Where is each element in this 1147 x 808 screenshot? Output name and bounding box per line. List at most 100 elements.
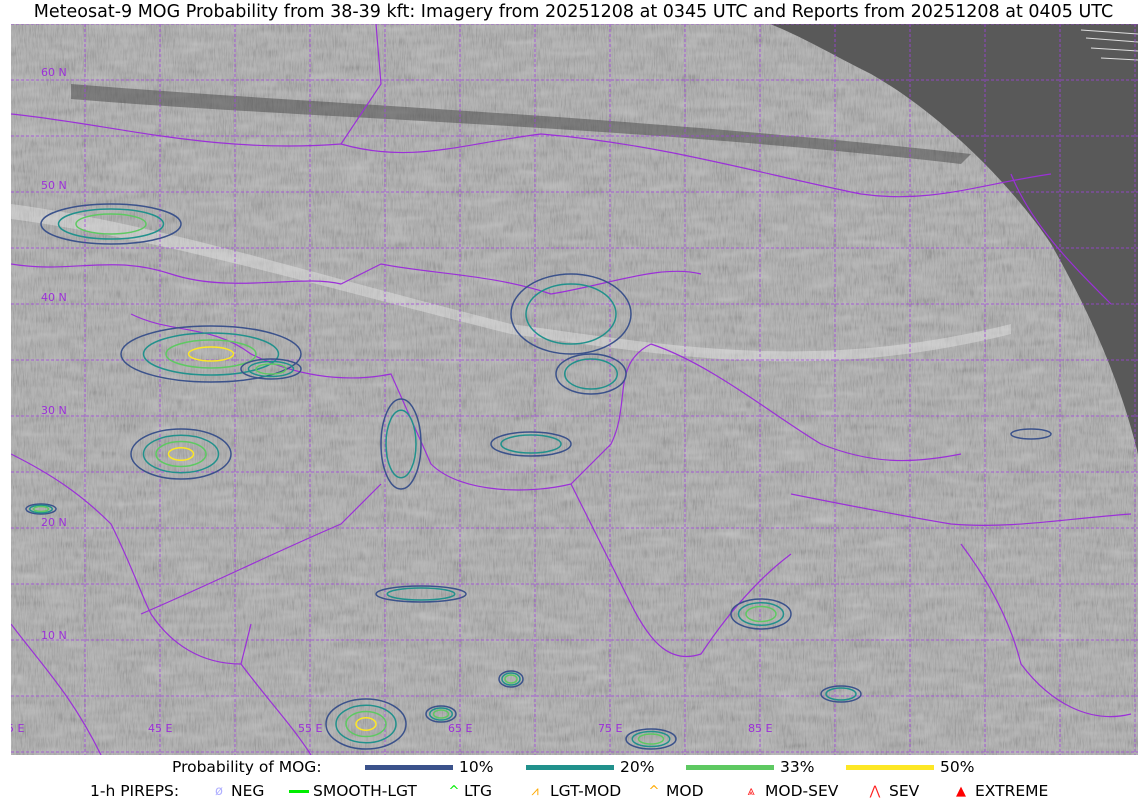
double-caret-icon: ⋀: [869, 783, 881, 799]
double-caret-bar-icon: ⩓: [747, 783, 755, 799]
mog-contour: [255, 363, 287, 375]
legend-item-33: 33%: [686, 756, 814, 778]
legend-item-sev: ⋀ SEV: [864, 780, 920, 802]
legend-item-10: 10%: [365, 756, 493, 778]
mog-contour: [167, 447, 195, 461]
mog-contour: [247, 360, 295, 378]
legend-text: EXTREME: [975, 782, 1049, 800]
dash-icon: [288, 784, 310, 799]
mog-contour: [165, 339, 257, 369]
mog-contour: [737, 602, 785, 626]
legend-text: LTG: [464, 782, 492, 800]
lat-label: 60 N: [41, 66, 67, 79]
mog-contour: [240, 358, 302, 380]
lon-label: 75 E: [598, 722, 622, 735]
mog-contour: [375, 585, 467, 603]
satellite-map[interactable]: 60 N 50 N 40 N 30 N 20 N 10 N 35 E 45 E …: [11, 24, 1138, 755]
mog-contour: [510, 273, 632, 355]
null-circle-icon: ø: [215, 783, 223, 799]
lon-label: 85 E: [748, 722, 772, 735]
probability-legend: Probability of MOG: 10% 20% 33% 50%: [0, 756, 1147, 778]
mog-contour: [335, 704, 397, 744]
mog-contour: [432, 709, 450, 719]
legend-text: MOD-SEV: [765, 782, 839, 800]
mog-contour: [429, 707, 453, 721]
mog-contour: [500, 434, 562, 454]
mog-contour: [386, 587, 456, 601]
mog-probability-contours: [25, 203, 1052, 750]
mog-contour: [355, 717, 377, 731]
legend-item-mod: ^ MOD: [645, 780, 704, 802]
scanline-artifacts: [1080, 29, 1138, 61]
mog-contour: [29, 504, 53, 514]
lat-label: 20 N: [41, 516, 67, 529]
lat-label: 40 N: [41, 291, 67, 304]
mog-contour: [631, 730, 671, 748]
mog-contour: [142, 434, 220, 474]
map-title: Meteosat-9 MOG Probability from 38-39 kf…: [33, 2, 1114, 22]
caret-icon: ^: [448, 783, 460, 799]
mog-contour: [625, 728, 677, 750]
swatch-50: [846, 764, 934, 770]
mog-contour: [75, 213, 147, 235]
mog-contour: [730, 598, 792, 630]
mog-contour: [25, 503, 57, 515]
lon-label: 65 E: [448, 722, 472, 735]
cloud-band: [11, 204, 1011, 362]
lat-label: 50 N: [41, 179, 67, 192]
axis-labels: 60 N 50 N 40 N 30 N 20 N 10 N 35 E 45 E …: [11, 66, 772, 735]
legend-item-ltg: ^ LTG: [447, 780, 492, 802]
cloud-band: [71, 84, 971, 164]
mog-contour: [155, 440, 207, 468]
mog-contour: [40, 203, 182, 245]
legend-text: 20%: [620, 758, 655, 776]
caret-bar-icon: ⩘: [531, 783, 539, 799]
mog-contour: [825, 687, 857, 701]
mog-contour: [1010, 428, 1052, 440]
mog-contour: [325, 698, 407, 750]
legend-item-mod-sev: ⩓ MOD-SEV: [740, 780, 838, 802]
lat-label: 30 N: [41, 404, 67, 417]
mog-contour: [501, 672, 521, 686]
pireps-legend-label: 1-h PIREPS:: [90, 782, 180, 800]
legend-text: 33%: [780, 758, 815, 776]
legend-item-neg: ø NEG: [210, 780, 264, 802]
lon-label: 45 E: [148, 722, 172, 735]
legend-text: 10%: [459, 758, 494, 776]
mog-contour: [345, 710, 387, 738]
mog-contour: [120, 325, 302, 383]
mog-contour: [385, 409, 417, 479]
mog-contour: [637, 733, 665, 745]
legend-text: NEG: [231, 782, 265, 800]
mog-contour: [504, 674, 518, 684]
mog-contour: [498, 670, 524, 688]
country-borders: [11, 24, 1132, 755]
lon-label: 35 E: [11, 722, 24, 735]
caret-icon: ^: [648, 783, 660, 799]
swatch-10: [365, 764, 453, 770]
legend-item-50: 50%: [846, 756, 974, 778]
mog-contour: [820, 685, 862, 703]
legend-item-extreme: ▲ EXTREME: [950, 780, 1048, 802]
mog-contour: [32, 505, 50, 513]
filled-triangle-icon: ▲: [956, 783, 966, 799]
mog-contour: [745, 605, 777, 623]
off-disk-region: [770, 24, 1138, 454]
legend-text: MOD: [666, 782, 704, 800]
swatch-20: [526, 764, 614, 770]
lon-label: 55 E: [298, 722, 322, 735]
mog-contour: [130, 428, 232, 480]
legend-text: SMOOTH-LGT: [313, 782, 417, 800]
pireps-legend: 1-h PIREPS: ø NEG SMOOTH-LGT ^ LTG ⩘ LGT-MO…: [0, 780, 1147, 802]
mog-contour: [525, 283, 617, 345]
legend-item-lgt-mod: ⩘ LGT-MOD: [523, 780, 621, 802]
legend-text: 50%: [940, 758, 975, 776]
lat-label: 10 N: [41, 629, 67, 642]
mog-contour: [142, 332, 280, 376]
mog-contour: [564, 358, 618, 390]
probability-legend-label: Probability of MOG:: [172, 758, 322, 776]
mog-contour: [380, 398, 422, 490]
legend-item-smooth-lgt: SMOOTH-LGT: [288, 780, 417, 802]
imagery-texture-fine: [11, 24, 1138, 755]
legend-item-20: 20%: [526, 756, 654, 778]
